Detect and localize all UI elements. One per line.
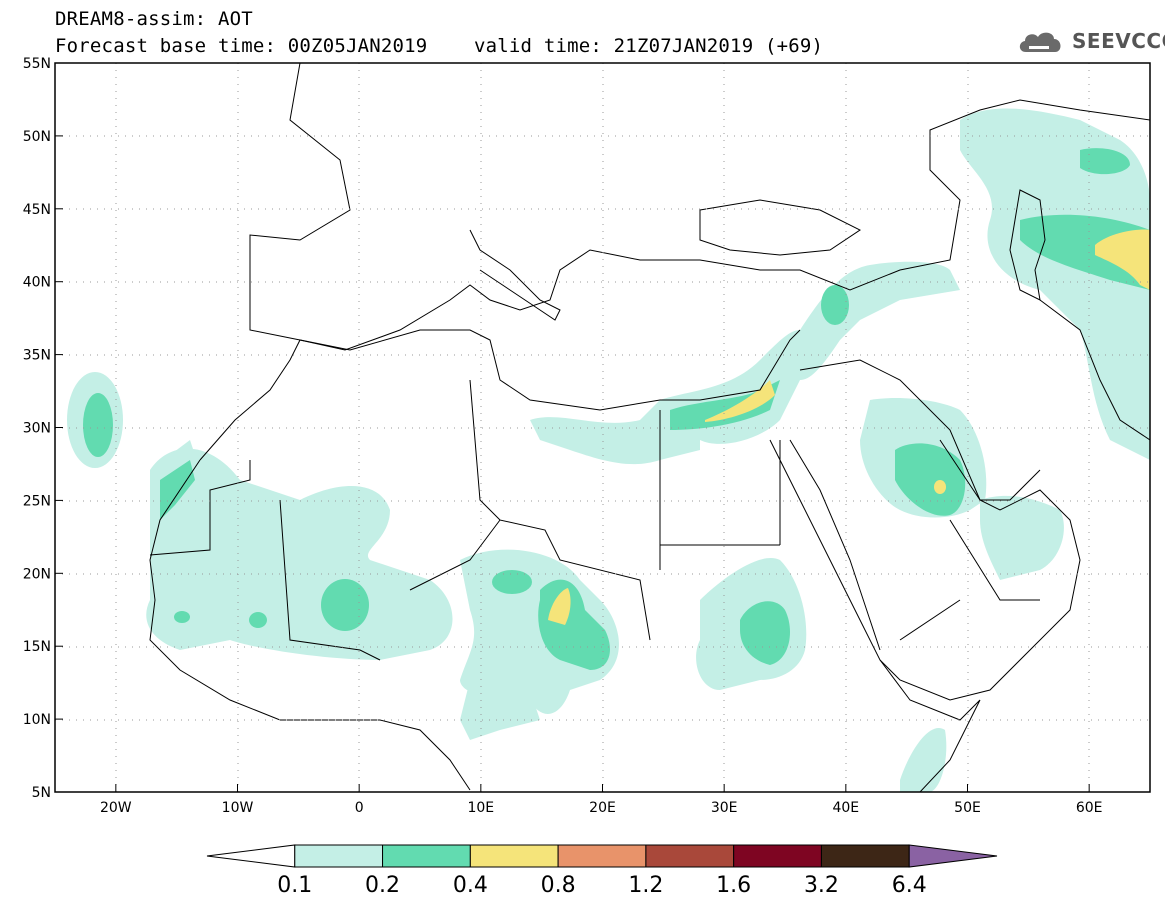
colorbar-segment — [206, 844, 296, 868]
lon-tick-label: 10W — [222, 800, 254, 816]
colorbar-label: 6.4 — [892, 873, 927, 898]
aot-0-4-level — [548, 229, 1150, 625]
lat-tick-label: 25N — [23, 493, 51, 509]
lat-tick-label: 40N — [23, 275, 51, 291]
lon-tick-label: 30E — [711, 800, 738, 816]
colorbar-segment — [908, 844, 998, 868]
colorbar-label: 1.2 — [628, 873, 663, 898]
colorbar-label: 1.6 — [716, 873, 751, 898]
lat-tick-label: 45N — [23, 202, 51, 218]
lat-tick-label: 55N — [23, 56, 51, 72]
aot-shading — [67, 108, 1150, 792]
colorbar-segment — [469, 844, 559, 868]
colorbar-segment — [645, 844, 735, 868]
lon-tick-label: 20E — [589, 800, 616, 816]
lat-tick-label: 10N — [23, 712, 51, 728]
colorbar-label: 0.1 — [277, 873, 312, 898]
lon-tick-label: 50E — [954, 800, 981, 816]
graticule — [55, 63, 1150, 792]
coastlines — [149, 63, 1150, 792]
lat-tick-label: 15N — [23, 639, 51, 655]
forecast-time-subtitle: Forecast base time: 00Z05JAN2019 valid t… — [55, 35, 824, 57]
lon-tick-label: 0 — [355, 800, 364, 816]
colorbar-segment — [820, 844, 910, 868]
colorbar-label: 3.2 — [804, 873, 839, 898]
seevccc-logo: SEEVCCC — [1072, 29, 1165, 53]
colorbar-label: 0.2 — [365, 873, 400, 898]
colorbar-label: 0.4 — [453, 873, 488, 898]
lon-tick-label: 20W — [100, 800, 132, 816]
cloud-icon — [1019, 32, 1061, 52]
colorbar-segment — [733, 844, 822, 868]
colorbar-label: 0.8 — [541, 873, 576, 898]
colorbar-segment — [294, 844, 384, 868]
latitude-axis: 5N 10N 15N 20N 25N 30N 35N 40N 45N 50N 55N — [23, 56, 63, 801]
chart-title: DREAM8-assim: AOT — [55, 8, 253, 30]
lat-tick-label: 30N — [23, 421, 51, 437]
lon-tick-label: 60E — [1076, 800, 1103, 816]
lon-tick-label: 40E — [832, 800, 859, 816]
aot-0-1-level — [67, 108, 1150, 792]
lat-tick-label: 5N — [32, 785, 51, 801]
colorbar: 0.1 0.2 0.4 0.8 1.2 1.6 3.2 6.4 — [206, 844, 998, 898]
lat-tick-label: 35N — [23, 348, 51, 364]
colorbar-segment — [382, 844, 471, 868]
colorbar-segment — [557, 844, 647, 868]
lat-tick-label: 20N — [23, 566, 51, 582]
lon-tick-label: 10E — [467, 800, 494, 816]
lat-tick-label: 50N — [23, 129, 51, 145]
longitude-axis: 20W 10W 0 10E 20E 30E 40E 50E 60E — [100, 784, 1103, 816]
